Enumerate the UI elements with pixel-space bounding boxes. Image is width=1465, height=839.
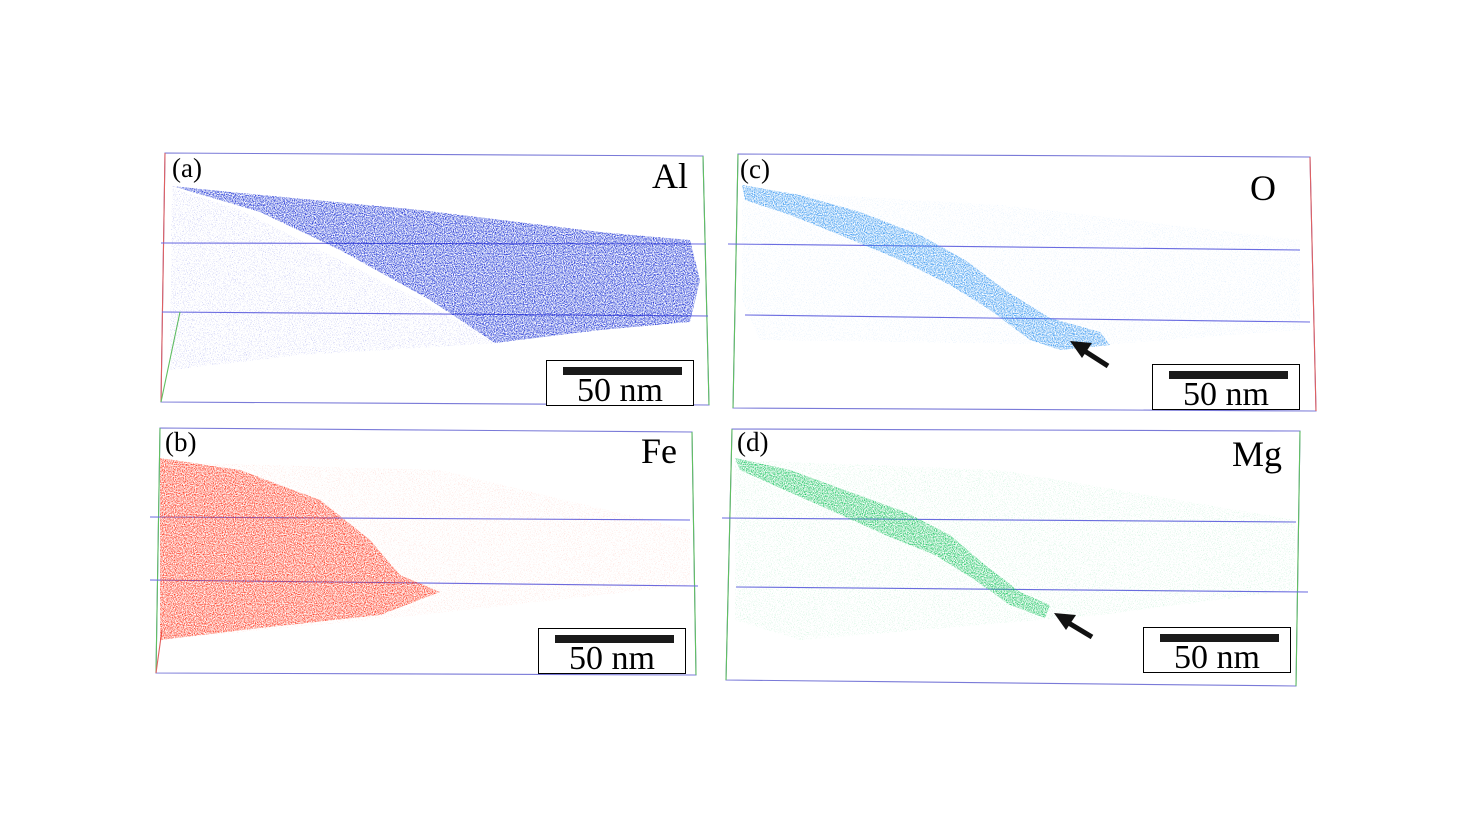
panel-a xyxy=(160,152,710,406)
element-label-d: Mg xyxy=(1232,434,1283,474)
panel-label-d: (d) xyxy=(737,427,769,457)
element-label-b: Fe xyxy=(641,431,677,471)
scale-bar-text: 50 nm xyxy=(577,372,663,409)
scale-bar-c: 50 nm xyxy=(1152,364,1300,413)
atom-cloud-dense xyxy=(160,458,440,640)
element-label-a: Al xyxy=(652,156,688,196)
panel-label-b: (b) xyxy=(165,427,197,457)
scale-bar-line xyxy=(1169,371,1288,379)
scale-bar-line xyxy=(1160,634,1279,642)
atom-cloud-dense xyxy=(172,186,700,343)
scale-bar-d: 50 nm xyxy=(1143,627,1291,676)
panel-c xyxy=(727,153,1317,412)
scale-bar-text: 50 nm xyxy=(1183,376,1269,413)
element-label-c: O xyxy=(1250,168,1276,208)
scale-bar-b: 50 nm xyxy=(538,628,686,677)
scale-bar-line xyxy=(563,367,682,375)
panel-b xyxy=(149,427,699,676)
panel-d xyxy=(721,428,1309,687)
atom-cloud-sparse xyxy=(170,188,500,370)
scale-bar-text: 50 nm xyxy=(1174,639,1260,676)
panel-label-c: (c) xyxy=(740,154,770,184)
scale-bar-text: 50 nm xyxy=(569,640,655,677)
atom-cloud-dense xyxy=(735,458,1050,618)
panel-label-a: (a) xyxy=(172,153,202,183)
scale-bar-a: 50 nm xyxy=(546,360,694,409)
atom-cloud-dense xyxy=(742,185,1110,350)
arrow-icon xyxy=(1070,341,1110,369)
arrow-icon xyxy=(1054,613,1094,640)
scale-bar-line xyxy=(555,635,674,643)
